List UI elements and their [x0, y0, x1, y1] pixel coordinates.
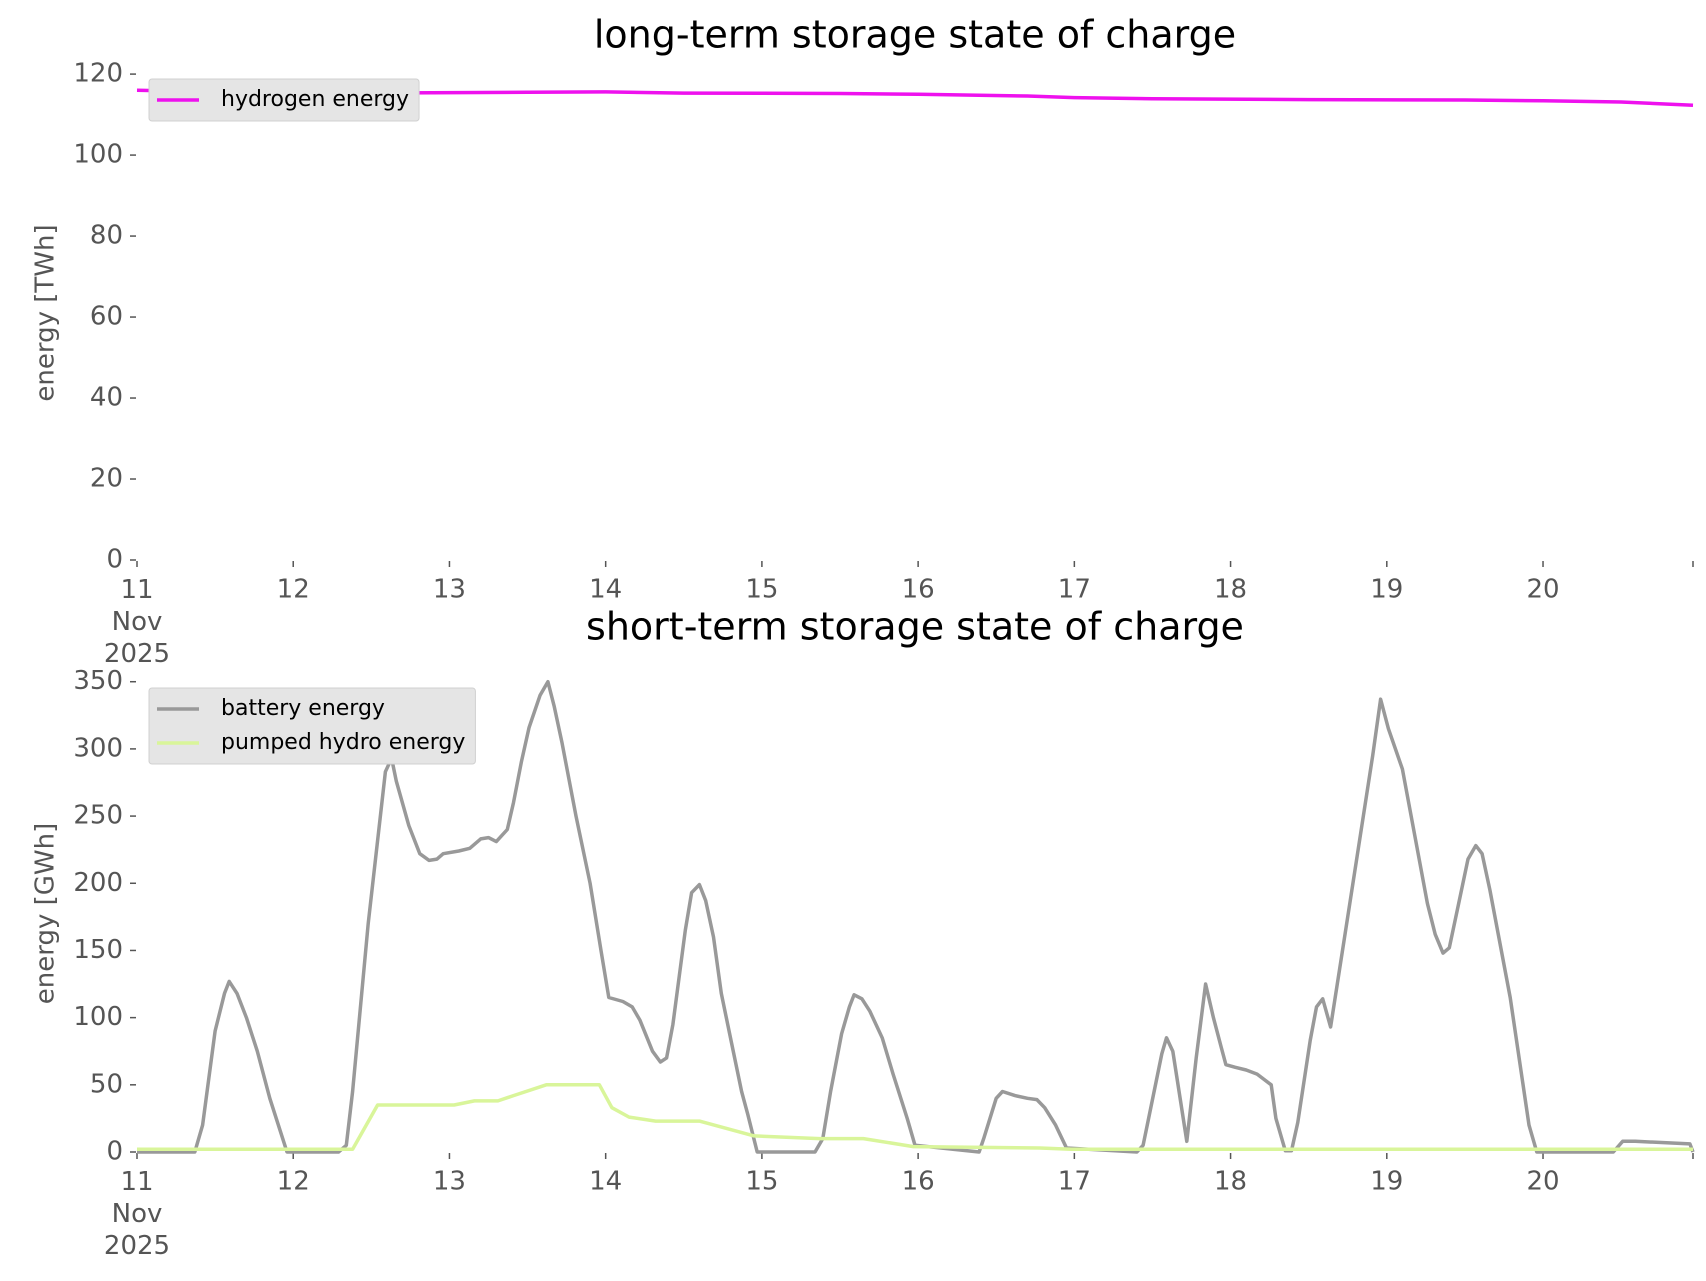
x-tick-label: 18: [1214, 575, 1247, 605]
chart-title: short-term storage state of charge: [586, 605, 1244, 649]
x-tick-label: 13: [433, 575, 466, 605]
legend: hydrogen energy: [148, 78, 420, 122]
x-tick-label: 15: [745, 1167, 778, 1197]
y-tick-label: 80: [90, 221, 123, 251]
y-tick-label: 60: [90, 302, 123, 332]
x-tick-label: 20: [1526, 575, 1559, 605]
legend-label: pumped hydro energy: [221, 730, 465, 755]
y-tick-label: 100: [73, 140, 123, 170]
x-tick-label: 15: [745, 575, 778, 605]
y-tick-label: 0: [106, 1137, 123, 1167]
x-tick-label: 11 Nov 2025: [104, 1167, 170, 1261]
x-tick-label: 12: [277, 575, 310, 605]
series-line: [137, 1083, 1693, 1152]
y-axis-label: energy [TWh]: [31, 224, 61, 401]
y-tick-label: 250: [73, 801, 123, 831]
x-tick-label: 12: [277, 1167, 310, 1197]
series-line: [137, 679, 1695, 1154]
y-tick-label: 350: [73, 666, 123, 696]
y-tick-label: 50: [90, 1069, 123, 1099]
y-tick-label: 20: [90, 464, 123, 494]
x-tick-label: 16: [902, 575, 935, 605]
y-axis-label: energy [GWh]: [31, 823, 61, 1004]
x-tick-label: 19: [1370, 575, 1403, 605]
legend-label: battery energy: [221, 696, 385, 721]
x-tick-label: 14: [589, 1167, 622, 1197]
y-tick-label: 200: [73, 868, 123, 898]
x-tick-label: 13: [433, 1167, 466, 1197]
y-tick-label: 300: [73, 733, 123, 763]
y-tick-label: 150: [73, 935, 123, 965]
x-tick-label: 17: [1058, 575, 1091, 605]
x-tick-label: 18: [1214, 1167, 1247, 1197]
y-tick-label: 100: [73, 1002, 123, 1032]
x-tick-label: 16: [902, 1167, 935, 1197]
legend: battery energy pumped hydro energy: [148, 687, 476, 765]
legend-box: [148, 687, 476, 765]
x-tick-label: 17: [1058, 1167, 1091, 1197]
chart-title: long-term storage state of charge: [594, 13, 1236, 57]
x-tick-label: 11 Nov 2025: [104, 575, 170, 669]
y-tick-label: 0: [106, 545, 123, 575]
x-tick-label: 19: [1370, 1167, 1403, 1197]
legend-box: [148, 78, 420, 122]
x-tick-label: 14: [589, 575, 622, 605]
y-tick-label: 40: [90, 383, 123, 413]
x-tick-label: 20: [1526, 1167, 1559, 1197]
series-line: [136, 88, 1694, 108]
legend-label: hydrogen energy: [221, 87, 409, 112]
y-tick-label: 120: [73, 59, 123, 89]
